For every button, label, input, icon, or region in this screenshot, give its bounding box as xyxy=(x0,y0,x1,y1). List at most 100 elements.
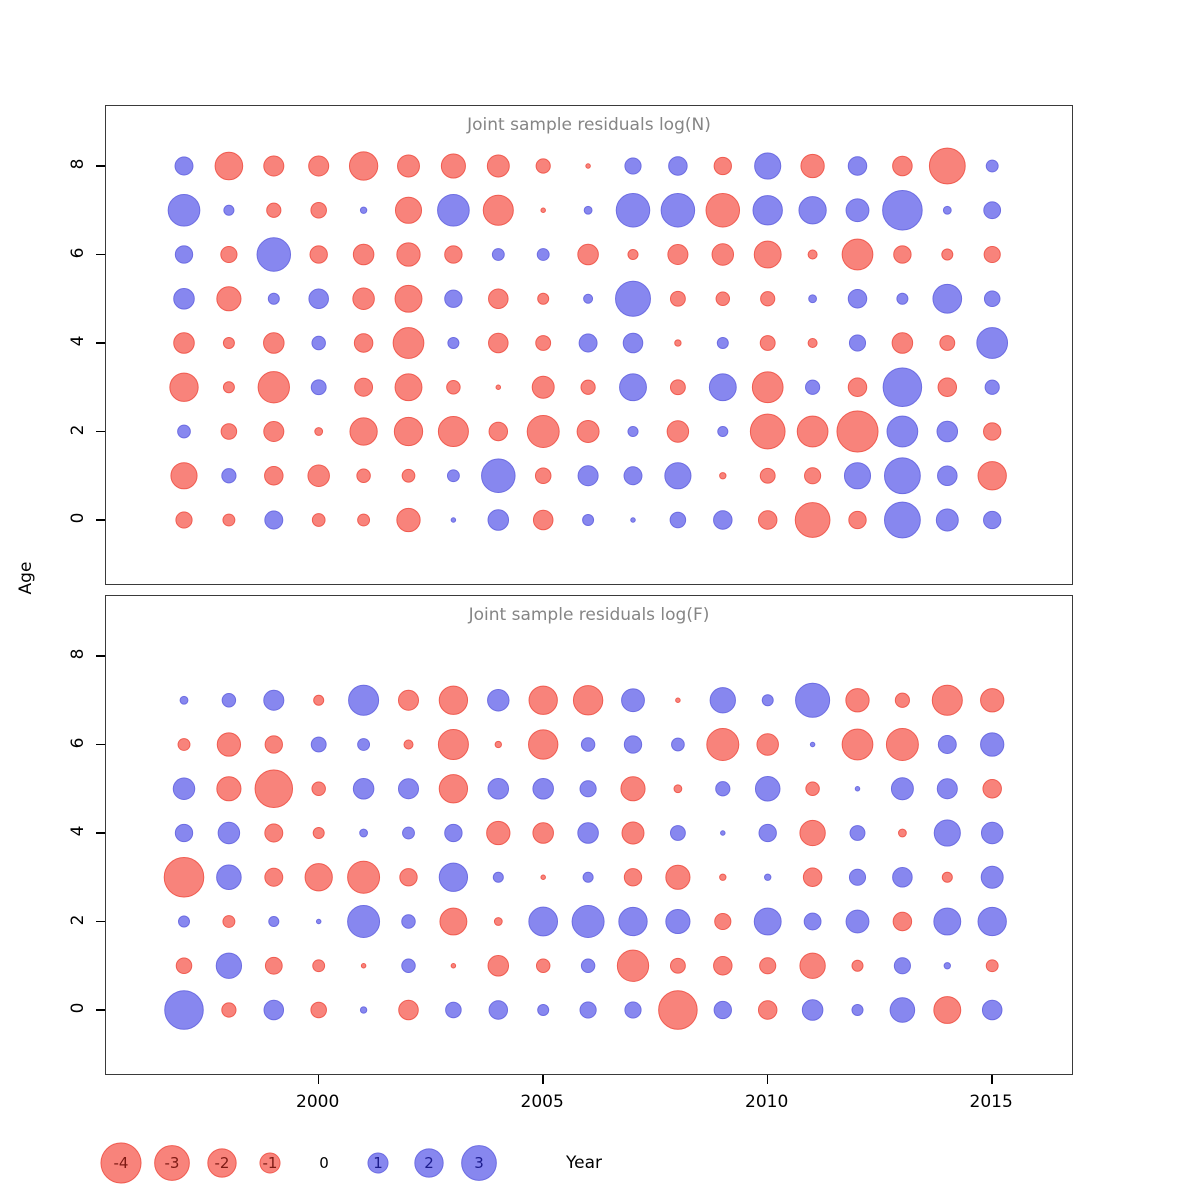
residual-bubble xyxy=(572,685,604,716)
residual-bubble xyxy=(446,469,460,483)
residual-bubble xyxy=(348,684,380,716)
residual-bubble xyxy=(666,420,690,443)
residual-bubble xyxy=(841,238,874,271)
residual-bubble xyxy=(845,909,870,934)
residual-bubble xyxy=(174,823,194,843)
residual-bubble xyxy=(754,152,782,180)
residual-bubble xyxy=(216,776,242,802)
residual-bubble xyxy=(536,248,550,261)
residual-bubble xyxy=(795,682,831,718)
residual-bubble xyxy=(669,511,687,529)
residual-bubble xyxy=(977,461,1007,491)
residual-bubble xyxy=(359,1006,368,1014)
legend-bubble xyxy=(461,1145,497,1181)
residual-bubble xyxy=(445,1001,462,1019)
residual-bubble xyxy=(312,959,326,973)
residual-bubble xyxy=(172,777,196,800)
residual-bubble xyxy=(314,427,324,436)
residual-bubble xyxy=(163,857,205,898)
legend-value-label: -1 xyxy=(263,1154,278,1172)
legend-value-label: -2 xyxy=(215,1154,230,1172)
residual-bubble xyxy=(347,860,381,894)
residual-bubble xyxy=(618,906,648,937)
residual-bubble xyxy=(221,1002,237,1018)
residual-bubble xyxy=(758,823,777,843)
residual-bubble xyxy=(222,915,236,928)
residual-bubble xyxy=(535,335,552,351)
residual-bubble xyxy=(896,292,909,305)
residual-bubble xyxy=(268,916,280,927)
residual-bubble xyxy=(437,729,469,760)
residual-bubble xyxy=(886,415,919,448)
residual-bubble xyxy=(751,371,784,404)
legend-value-label: 0 xyxy=(319,1154,329,1172)
residual-bubble xyxy=(892,155,913,177)
residual-bubble xyxy=(220,245,238,264)
residual-bubble xyxy=(313,694,325,706)
residual-bubble xyxy=(264,735,283,754)
residual-bubble xyxy=(848,868,867,886)
residual-bubble xyxy=(708,373,737,402)
residual-bubble xyxy=(848,334,867,352)
residual-bubble xyxy=(220,423,238,440)
residual-bubble xyxy=(719,472,727,480)
residual-bubble xyxy=(665,908,691,935)
residual-bubble xyxy=(578,333,598,353)
residual-bubble xyxy=(714,912,732,931)
residual-bubble xyxy=(580,958,596,973)
residual-bubble xyxy=(311,781,326,796)
residual-bubble xyxy=(761,694,774,707)
residual-bubble xyxy=(980,688,1005,713)
residual-bubble xyxy=(438,862,469,892)
y-tick-label: 8 xyxy=(68,158,88,170)
residual-bubble xyxy=(396,242,421,267)
residual-bubble xyxy=(257,371,290,404)
residual-bubble xyxy=(854,786,861,792)
residual-bubble xyxy=(264,956,283,975)
residual-bubble xyxy=(669,379,686,396)
legend-bubble xyxy=(100,1142,142,1184)
residual-bubble xyxy=(175,511,193,529)
residual-bubble xyxy=(941,871,953,883)
residual-bubble xyxy=(936,778,958,800)
residual-bubble xyxy=(347,905,381,938)
residual-bubble xyxy=(623,466,643,486)
residual-bubble xyxy=(893,957,911,975)
residual-bubble xyxy=(312,827,325,839)
residual-bubble xyxy=(223,204,235,216)
residual-bubble xyxy=(308,155,330,177)
x-tick-mark xyxy=(766,1075,769,1084)
residual-bubble xyxy=(394,284,423,313)
residual-bubble xyxy=(936,420,959,443)
residual-bubble xyxy=(669,290,686,307)
residual-bubble xyxy=(398,778,419,800)
residual-bubble xyxy=(540,874,546,880)
residual-bubble xyxy=(665,864,691,890)
panel-log-n-title: Joint sample residuals log(N) xyxy=(467,115,711,135)
residual-bubble xyxy=(487,509,510,531)
residual-bubble xyxy=(359,206,368,214)
residual-bubble xyxy=(576,420,600,443)
residual-bubble xyxy=(706,728,740,761)
residual-bubble xyxy=(392,327,425,359)
residual-bubble xyxy=(713,510,733,530)
residual-bubble xyxy=(488,1000,509,1020)
residual-bubble xyxy=(627,426,639,437)
residual-bubble xyxy=(668,156,688,176)
legend-bubble xyxy=(367,1152,389,1174)
residual-bubble xyxy=(264,466,284,486)
residual-bubble xyxy=(397,154,420,178)
residual-bubble xyxy=(669,957,686,974)
residual-bubble xyxy=(437,193,470,227)
residual-bubble xyxy=(348,151,379,181)
residual-bubble xyxy=(937,735,957,754)
residual-bubble xyxy=(794,502,831,538)
residual-bubble xyxy=(843,462,872,490)
residual-bubble xyxy=(216,286,242,312)
residual-bubble xyxy=(615,193,651,228)
y-tick-label: 6 xyxy=(68,737,88,748)
residual-bubble xyxy=(174,156,194,176)
residual-bubble xyxy=(673,784,683,794)
residual-bubble xyxy=(488,421,509,442)
residual-bubble xyxy=(356,468,371,483)
